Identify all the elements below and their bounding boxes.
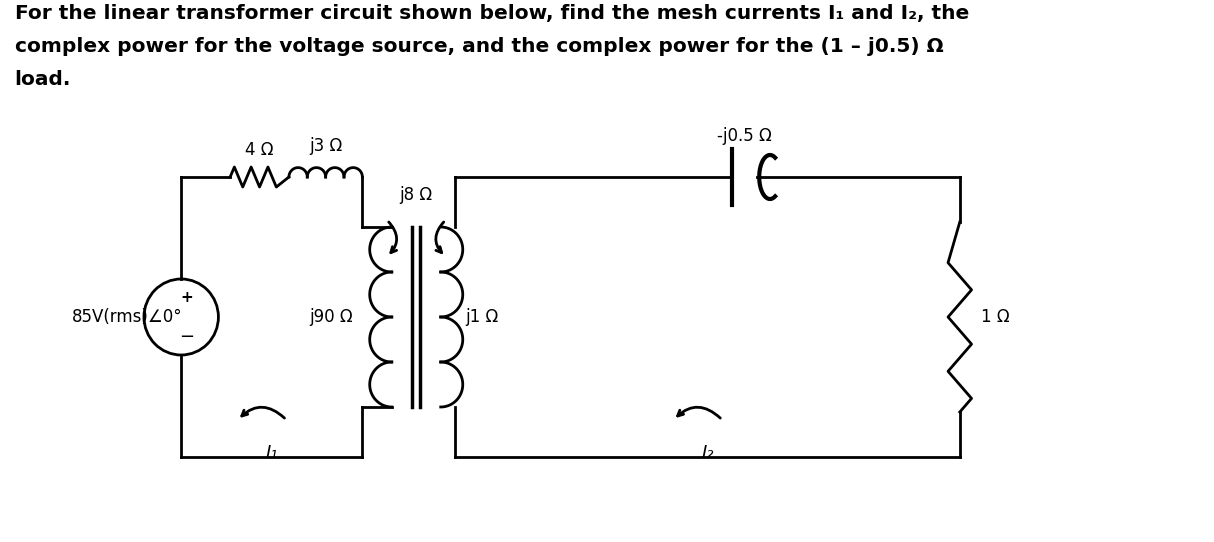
Text: 1 Ω: 1 Ω [981, 308, 1010, 326]
Text: −: − [180, 328, 194, 346]
Text: j90 Ω: j90 Ω [308, 308, 352, 326]
Text: For the linear transformer circuit shown below, find the mesh currents I₁ and I₂: For the linear transformer circuit shown… [15, 4, 969, 23]
Text: 85V(rms)∠0°: 85V(rms)∠0° [72, 308, 182, 326]
Text: load.: load. [15, 70, 72, 89]
Text: j8 Ω: j8 Ω [399, 186, 433, 204]
Text: I₂: I₂ [702, 444, 714, 462]
Text: I₁: I₁ [266, 444, 278, 462]
Text: j1 Ω: j1 Ω [465, 308, 499, 326]
Text: j3 Ω: j3 Ω [310, 137, 342, 155]
Text: complex power for the voltage source, and the complex power for the (1 – j0.5) Ω: complex power for the voltage source, an… [15, 37, 943, 56]
Text: -j0.5 Ω: -j0.5 Ω [717, 127, 772, 145]
Text: +: + [181, 289, 193, 305]
Text: 4 Ω: 4 Ω [245, 141, 274, 159]
